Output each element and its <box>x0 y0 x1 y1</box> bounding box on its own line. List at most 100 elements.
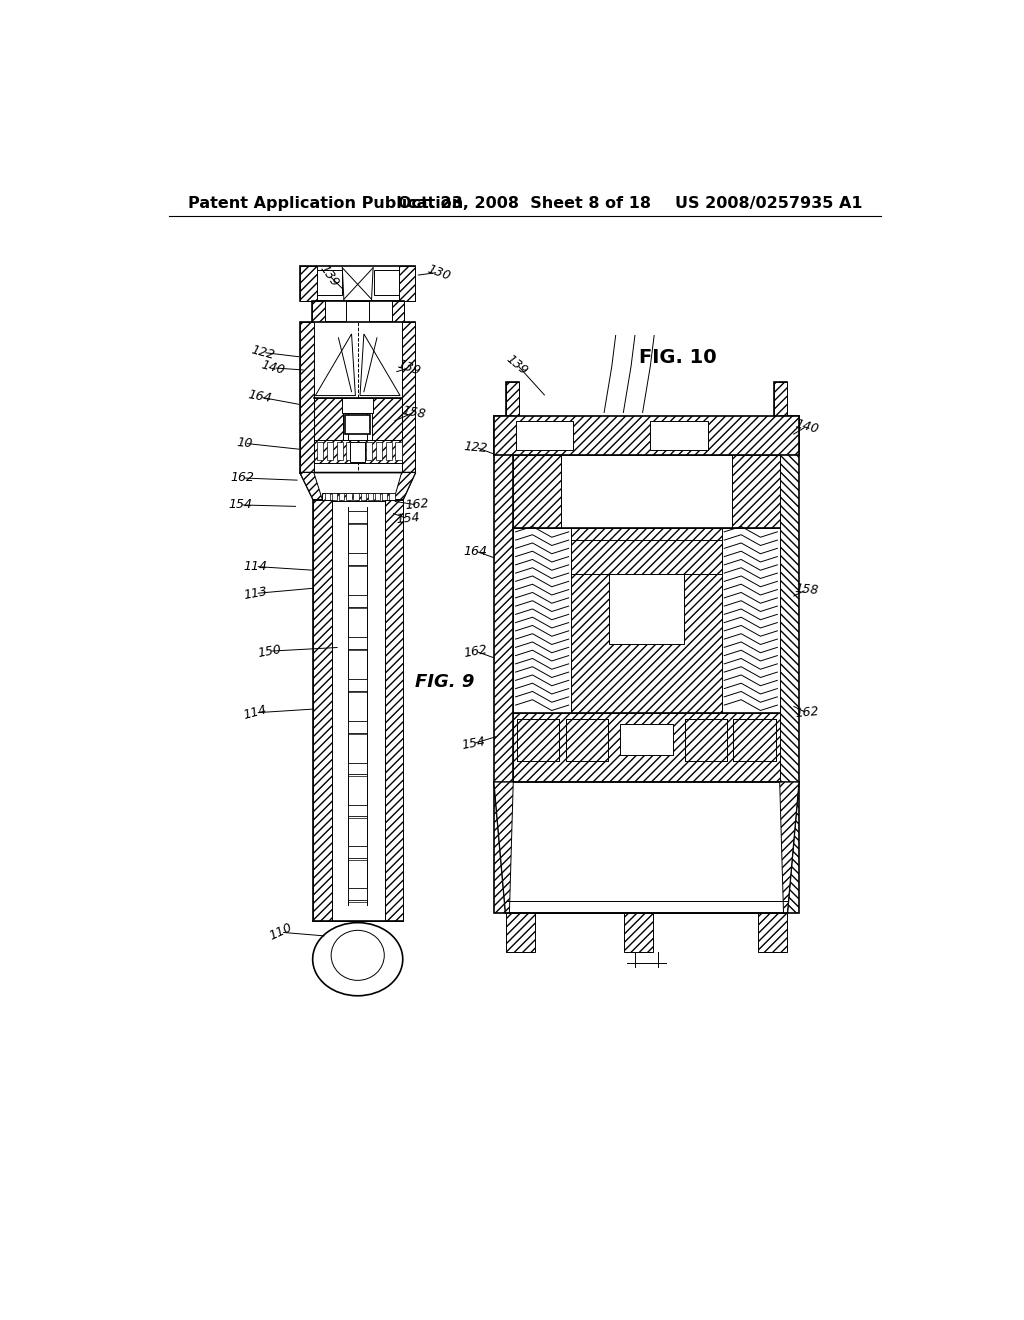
Bar <box>779 416 799 913</box>
Bar <box>348 636 367 648</box>
Bar <box>342 397 373 413</box>
Text: 10: 10 <box>236 436 253 450</box>
Bar <box>348 678 367 690</box>
Polygon shape <box>779 781 799 913</box>
Bar <box>300 322 416 473</box>
Bar <box>515 421 573 450</box>
Bar <box>385 499 403 921</box>
Bar <box>313 499 332 921</box>
Bar <box>316 271 342 296</box>
Bar <box>348 595 367 607</box>
Text: 154: 154 <box>460 735 486 752</box>
Bar <box>571 540 722 574</box>
Bar <box>339 494 344 500</box>
Text: 158: 158 <box>794 582 819 597</box>
Bar <box>366 442 372 461</box>
Bar <box>517 719 559 762</box>
Bar <box>773 381 787 436</box>
Bar <box>494 416 513 913</box>
Text: 110: 110 <box>267 921 294 944</box>
Text: 162: 162 <box>404 498 429 512</box>
Bar <box>685 719 727 762</box>
Bar <box>650 421 708 450</box>
Bar <box>620 725 674 755</box>
Bar <box>376 442 382 461</box>
Bar <box>346 442 352 461</box>
Bar <box>332 494 337 500</box>
Bar <box>513 455 561 528</box>
Bar <box>348 553 367 565</box>
Text: 164: 164 <box>247 388 272 405</box>
Text: 114: 114 <box>242 704 268 722</box>
Polygon shape <box>360 334 400 396</box>
Bar <box>346 494 351 500</box>
Text: 139: 139 <box>504 352 530 378</box>
Text: 162: 162 <box>230 471 254 484</box>
Bar <box>323 494 394 502</box>
Text: Patent Application Publication: Patent Application Publication <box>188 195 464 211</box>
Bar <box>625 913 653 952</box>
Bar <box>758 913 787 952</box>
Text: 130: 130 <box>425 263 452 282</box>
Bar <box>300 267 316 301</box>
Bar <box>506 913 535 952</box>
Bar <box>561 455 732 528</box>
Text: FIG. 10: FIG. 10 <box>639 347 717 367</box>
Bar <box>325 494 330 500</box>
Bar <box>327 442 333 461</box>
Bar <box>685 719 727 762</box>
Text: FIG. 9: FIG. 9 <box>416 673 475 690</box>
Bar <box>348 763 367 775</box>
Bar <box>373 397 401 441</box>
Ellipse shape <box>331 931 384 981</box>
Text: 154: 154 <box>228 499 252 511</box>
Bar <box>608 574 684 644</box>
Bar <box>773 381 787 436</box>
Text: 114: 114 <box>244 560 267 573</box>
Bar <box>312 301 403 322</box>
Bar <box>353 494 358 500</box>
Bar <box>348 888 367 900</box>
Bar <box>300 267 416 301</box>
Bar <box>565 719 608 762</box>
Text: 122: 122 <box>250 343 276 362</box>
Bar <box>389 494 394 500</box>
Bar <box>506 381 519 436</box>
Text: 162: 162 <box>794 705 819 721</box>
Bar <box>722 528 779 713</box>
Circle shape <box>541 432 548 440</box>
Bar <box>300 322 313 473</box>
Bar <box>375 494 380 500</box>
Bar <box>513 455 779 913</box>
Polygon shape <box>300 473 416 499</box>
Bar <box>312 301 325 322</box>
Bar <box>346 301 370 322</box>
Bar <box>382 494 387 500</box>
Bar <box>360 494 366 500</box>
Text: 113: 113 <box>243 585 268 602</box>
Text: 122: 122 <box>463 440 488 454</box>
Text: 150: 150 <box>256 643 282 660</box>
Bar <box>571 540 722 574</box>
Bar <box>348 804 367 816</box>
Bar <box>348 721 367 733</box>
Polygon shape <box>494 781 799 913</box>
Bar <box>733 719 776 762</box>
Polygon shape <box>300 473 323 499</box>
Text: 139: 139 <box>396 358 423 378</box>
Text: Oct. 23, 2008  Sheet 8 of 18: Oct. 23, 2008 Sheet 8 of 18 <box>398 195 651 211</box>
Bar <box>313 397 343 441</box>
Text: US 2008/0257935 A1: US 2008/0257935 A1 <box>675 195 862 211</box>
Bar <box>313 441 401 463</box>
Bar <box>398 267 416 301</box>
Bar <box>345 414 370 434</box>
Bar <box>517 719 559 762</box>
Bar <box>350 442 366 462</box>
Circle shape <box>676 432 683 440</box>
Bar <box>732 455 779 528</box>
Text: 139: 139 <box>317 261 341 289</box>
Text: 140: 140 <box>794 417 820 436</box>
Bar <box>565 719 608 762</box>
Text: 154: 154 <box>395 511 420 527</box>
Polygon shape <box>394 473 416 499</box>
